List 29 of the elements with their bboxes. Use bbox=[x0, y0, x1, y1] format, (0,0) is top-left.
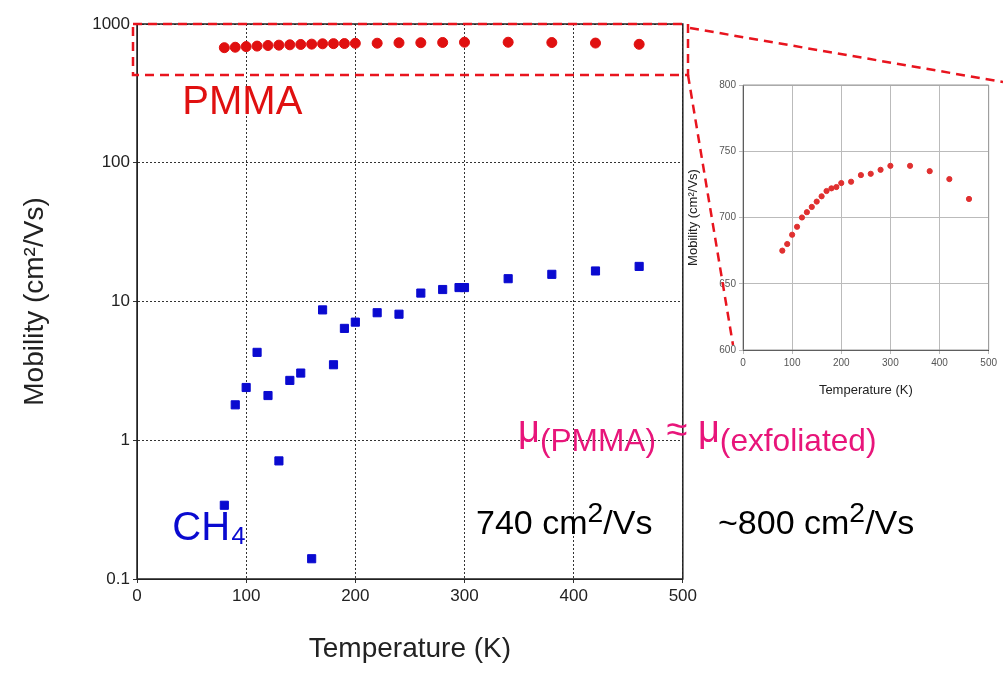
y-tick-label: 700 bbox=[719, 211, 737, 223]
y-tick-label: 0.1 bbox=[106, 568, 130, 588]
x-tick-label: 400 bbox=[931, 356, 949, 368]
y-tick-label: 1000 bbox=[92, 13, 130, 33]
series-label: CH₄ bbox=[172, 504, 247, 549]
x-tick-label: 300 bbox=[882, 356, 900, 368]
y-tick-label: 800 bbox=[719, 78, 737, 90]
y-axis-title: Mobility (cm²/Vs) bbox=[17, 197, 49, 406]
y-tick-label: 100 bbox=[101, 152, 130, 172]
annotation: 740 cm$^{2}$/Vs bbox=[476, 496, 653, 543]
x-tick-label: 300 bbox=[450, 585, 479, 605]
x-tick-label: 500 bbox=[980, 356, 998, 368]
x-tick-label: 0 bbox=[740, 356, 747, 368]
text: ~800 cm$^{2}$/Vs bbox=[718, 496, 915, 543]
x-tick-label: 0 bbox=[132, 585, 142, 605]
y-tick-label: 10 bbox=[111, 291, 130, 311]
x-tick-label: 100 bbox=[231, 585, 261, 605]
x-axis-title: Temperature (K) bbox=[818, 381, 913, 397]
y-axis-title: Mobility (cm²/Vs) bbox=[685, 169, 701, 266]
series-label: PMMA bbox=[182, 77, 303, 122]
x-tick-label: 400 bbox=[559, 585, 588, 605]
x-axis-title: Temperature (K) bbox=[308, 631, 512, 663]
y-tick-label: 600 bbox=[719, 343, 737, 355]
x-tick-label: 500 bbox=[668, 585, 698, 605]
y-tick-label: 750 bbox=[719, 145, 737, 156]
x-tick-label: 200 bbox=[341, 585, 370, 605]
y-tick-label: 1 bbox=[120, 429, 130, 449]
x-tick-label: 100 bbox=[783, 356, 801, 368]
x-tick-label: 200 bbox=[832, 356, 851, 368]
